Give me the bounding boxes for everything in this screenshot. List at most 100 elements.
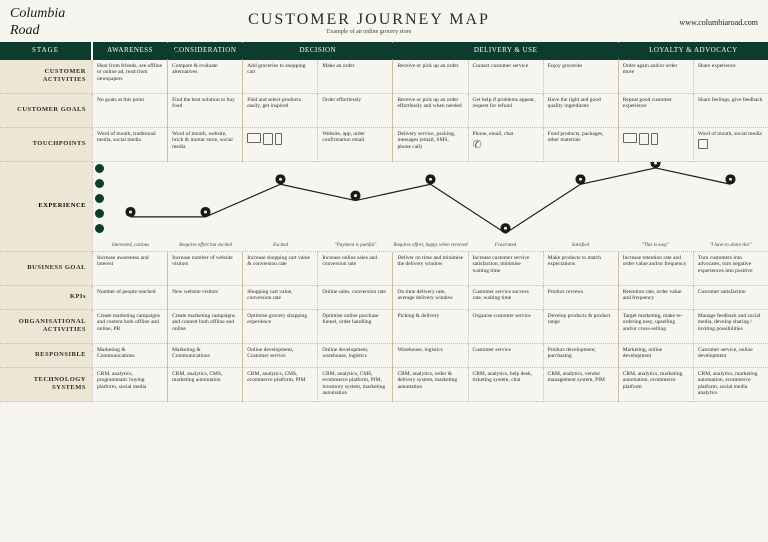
map-pin-icon [726, 174, 736, 184]
cell: New website visitors [167, 286, 242, 310]
cell: Retention rate, order value and frequenc… [618, 286, 693, 310]
cell: Customer satisfaction [693, 286, 768, 310]
row-label: CUSTOMER ACTIVITIES [0, 60, 92, 94]
page-subtitle: Example of an online grocery store [90, 29, 648, 36]
experience-row: EXPERIENCE Interested, curiousRequires e… [0, 162, 768, 252]
cell: Customer service success rate, waiting t… [468, 286, 543, 310]
cell: Optimise online purchase funnel, order h… [317, 310, 392, 344]
cell: Marketing & Communications [92, 344, 167, 368]
cell: Phone, email, chat [468, 128, 543, 162]
cell: CRM, analytics, order & delivery system,… [392, 368, 467, 402]
laptop-icon [247, 133, 261, 143]
row-label: TECHNOLOGY SYSTEMS [0, 368, 92, 402]
cell: Product development, purchasing [543, 344, 618, 368]
tablet-icon [639, 133, 649, 145]
cell: CRM, analytics, CMS, ecommerce platform,… [317, 368, 392, 402]
cell: Increase customer service satisfaction, … [468, 252, 543, 286]
cell: CRM, analytics, marketing automation, ec… [618, 368, 693, 402]
cell: Delivery service, packing, messages (ema… [392, 128, 467, 162]
cell: Deliver on time and minimise the deliver… [392, 252, 467, 286]
cell: Website, app, order confirmation email [317, 128, 392, 162]
row-label: CUSTOMER GOALS [0, 94, 92, 128]
cell: Order effortlessly [317, 94, 392, 128]
cell [242, 128, 317, 162]
cell: Contact customer service [468, 60, 543, 94]
cell: Increase awareness and interest [92, 252, 167, 286]
cell: Create marketing campaigns and content b… [167, 310, 242, 344]
cell: Develop products & product range [543, 310, 618, 344]
cell: CRM, analytics, vendor management system… [543, 368, 618, 402]
cell: Increase online sales and conversion rat… [317, 252, 392, 286]
cell: Picking & delivery [392, 310, 467, 344]
cell: Optimise grocery shopping experience [242, 310, 317, 344]
stage-row: STAGE AWARENESSCONSIDERATIONDECISIONDELI… [0, 42, 768, 60]
cell: Order again and/or order more [618, 60, 693, 94]
experience-caption: Satisfied [543, 243, 618, 249]
cell: Compare & evaluate alternatives [167, 60, 242, 94]
experience-caption: "This is easy" [618, 243, 693, 249]
row-label-experience: EXPERIENCE [0, 162, 92, 252]
experience-chart-area: Interested, curiousRequires effort but e… [92, 162, 768, 252]
cell: Make an order [317, 60, 392, 94]
cell: Word of mouth, website, brick & mortar s… [167, 128, 242, 162]
cell: Number of people reached [92, 286, 167, 310]
cell: Share experience [693, 60, 768, 94]
share-box-icon [698, 139, 708, 149]
map-pin-icon [201, 207, 211, 217]
cell: Increase number of website visitors [167, 252, 242, 286]
cell: Food products, packages, other materials [543, 128, 618, 162]
stage-delivery-use: DELIVERY & USE [392, 42, 617, 60]
map-pin-icon [426, 174, 436, 184]
experience-caption: Interested, curious [93, 243, 168, 249]
cell: Organise customer service [468, 310, 543, 344]
experience-caption: Requires effort, happy when received [393, 243, 468, 249]
cell: Turn customers into advocates, turn nega… [693, 252, 768, 286]
cell: Find and select products easily, get ins… [242, 94, 317, 128]
cell: Enjoy groceries [543, 60, 618, 94]
cell: Receive or pick up an order effortlessly… [392, 94, 467, 128]
stage-awareness: AWARENESS [92, 42, 167, 60]
cell: Have the right and good quality ingredie… [543, 94, 618, 128]
phone-handset-icon [473, 139, 485, 151]
cell: Hear from friends, see offline or online… [92, 60, 167, 94]
grid-bottom: BUSINESS GOALIncrease awareness and inte… [0, 252, 768, 402]
cell: No goals at this point [92, 94, 167, 128]
cell: Create marketing campaigns and content b… [92, 310, 167, 344]
cell: Customer service, online development [693, 344, 768, 368]
row-label: BUSINESS GOAL [0, 252, 92, 286]
row-label: KPIs [0, 286, 92, 310]
stage-loyalty-advocacy: LOYALTY & ADVOCACY [618, 42, 768, 60]
brand-logo: Columbia Road [10, 6, 90, 40]
cell [618, 128, 693, 162]
experience-caption: "Payment is painful" [318, 243, 393, 249]
experience-caption: Excited [243, 243, 318, 249]
cell: Repeat good customer experience [618, 94, 693, 128]
cell: Customer service [468, 344, 543, 368]
cell: On time delivery rate, average delivery … [392, 286, 467, 310]
map-pin-icon [651, 162, 661, 168]
cell: Make products to match expectations [543, 252, 618, 286]
map-pin-icon [276, 174, 286, 184]
row-label: RESPONSIBLE [0, 344, 92, 368]
cell: CRM, analytics, help desk, ticketing sys… [468, 368, 543, 402]
tablet-icon [263, 133, 273, 145]
cell: CRM, analytics, CMS, ecommerce platform,… [242, 368, 317, 402]
cell: CRM, analytics, programmatic buying plat… [92, 368, 167, 402]
stage-decision: DECISION [242, 42, 392, 60]
phone-icon [651, 133, 658, 145]
stage-consideration: CONSIDERATION [167, 42, 242, 60]
cell: Warehouse, logistics [392, 344, 467, 368]
phone-icon [275, 133, 282, 145]
cell: Receive or pick up an order [392, 60, 467, 94]
experience-caption: Frustrated [468, 243, 543, 249]
cell: Get help if problems appear, request for… [468, 94, 543, 128]
experience-captions: Interested, curiousRequires effort but e… [93, 243, 768, 249]
grid-top: CUSTOMER ACTIVITIESHear from friends, se… [0, 60, 768, 162]
cell: Product reviews [543, 286, 618, 310]
laptop-icon [623, 133, 637, 143]
cell: Online development, warehouse, logistics [317, 344, 392, 368]
header: Columbia Road CUSTOMER JOURNEY MAP Examp… [0, 0, 768, 42]
page-title: CUSTOMER JOURNEY MAP [90, 10, 648, 29]
map-pin-icon [501, 223, 511, 233]
row-label: TOUCHPOINTS [0, 128, 92, 162]
